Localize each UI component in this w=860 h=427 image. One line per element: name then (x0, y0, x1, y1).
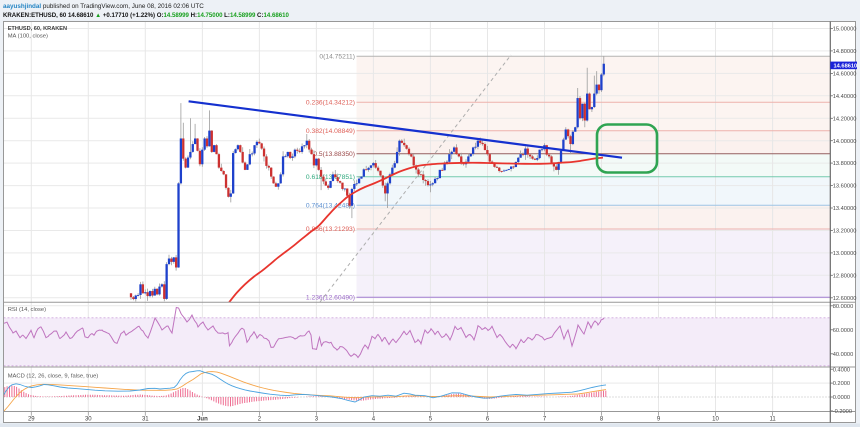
svg-text:40.0000: 40.0000 (833, 352, 854, 358)
svg-text:12.60000: 12.60000 (833, 296, 857, 302)
svg-text:0.764(13.42487): 0.764(13.42487) (306, 202, 355, 209)
svg-text:0.2000: 0.2000 (833, 381, 850, 387)
svg-text:12.80000: 12.80000 (833, 273, 857, 279)
svg-text:14.00000: 14.00000 (833, 139, 857, 145)
svg-text:2: 2 (258, 417, 262, 423)
svg-text:11: 11 (769, 417, 776, 423)
svg-text:0.0000: 0.0000 (833, 395, 850, 401)
svg-text:8: 8 (600, 417, 604, 423)
svg-text:9: 9 (657, 417, 661, 423)
svg-text:5: 5 (429, 417, 433, 423)
svg-text:30: 30 (85, 417, 92, 423)
svg-text:3: 3 (315, 417, 319, 423)
svg-text:13.60000: 13.60000 (833, 184, 857, 190)
svg-text:MA (100, close): MA (100, close) (8, 33, 48, 39)
svg-text:0(14.75211): 0(14.75211) (319, 54, 355, 61)
svg-text:1.236(12.60490): 1.236(12.60490) (306, 294, 355, 301)
svg-text:60.0000: 60.0000 (833, 328, 854, 334)
svg-text:14.20000: 14.20000 (833, 116, 857, 122)
svg-text:4: 4 (372, 417, 376, 423)
svg-text:10: 10 (712, 417, 719, 423)
svg-text:0.4000: 0.4000 (833, 367, 850, 373)
svg-text:15.00000: 15.00000 (833, 27, 857, 33)
svg-text:0.618(13.67851): 0.618(13.67851) (306, 174, 355, 181)
svg-text:RSI (14, close): RSI (14, close) (8, 307, 46, 313)
svg-text:13.40000: 13.40000 (833, 206, 857, 212)
svg-text:0.5(13.88350): 0.5(13.88350) (313, 151, 355, 158)
svg-text:-0.2000: -0.2000 (833, 409, 852, 415)
svg-text:0.236(14.34212): 0.236(14.34212) (306, 100, 355, 107)
svg-text:13.00000: 13.00000 (833, 251, 857, 257)
svg-text:aayushjindal published on Trad: aayushjindal published on TradingView.co… (3, 3, 204, 10)
svg-text:KRAKEN:ETHUSD, 60 14.68610 ▲: KRAKEN:ETHUSD, 60 14.68610 ▲ +0.17710 (+… (3, 12, 290, 19)
svg-text:MACD (12, 26, close, 9, false,: MACD (12, 26, close, 9, false, true) (8, 374, 99, 380)
svg-text:Jun: Jun (197, 417, 208, 423)
svg-text:80.0000: 80.0000 (833, 304, 854, 310)
svg-text:0.886(13.21293): 0.886(13.21293) (306, 226, 355, 233)
svg-text:14.68610: 14.68610 (834, 64, 858, 70)
svg-text:29: 29 (28, 417, 35, 423)
svg-text:31: 31 (142, 417, 149, 423)
svg-text:6: 6 (486, 417, 490, 423)
svg-text:13.20000: 13.20000 (833, 229, 857, 235)
svg-text:14.40000: 14.40000 (833, 94, 857, 100)
svg-text:13.80000: 13.80000 (833, 161, 857, 167)
svg-text:14.60000: 14.60000 (833, 72, 857, 78)
svg-text:14.80000: 14.80000 (833, 49, 857, 55)
svg-text:0.382(14.08849): 0.382(14.08849) (306, 128, 355, 135)
svg-text:7: 7 (543, 417, 547, 423)
svg-text:ETHUSD, 60, KRAKEN: ETHUSD, 60, KRAKEN (8, 26, 67, 32)
